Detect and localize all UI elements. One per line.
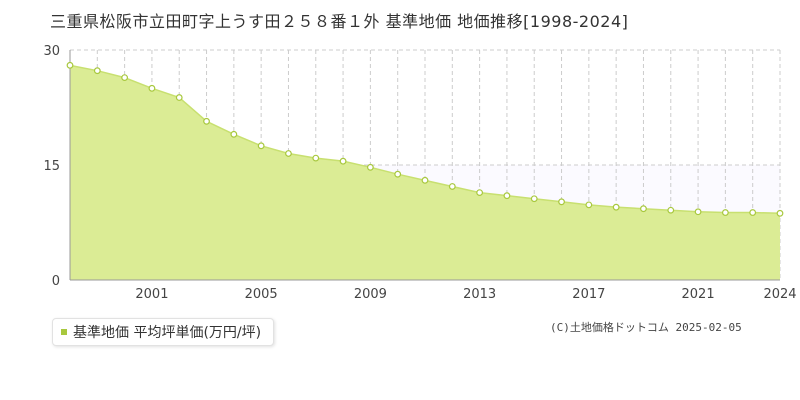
data-point <box>175 94 183 101</box>
land-price-chart: 0 15 30 2001 2005 2009 2013 2017 2021 2024 <box>43 44 796 300</box>
legend-swatch <box>61 329 67 335</box>
data-point <box>285 150 292 157</box>
x-tick-label: 2024 <box>763 287 796 300</box>
chart-title: 三重県松阪市立田町字上うす田２５８番１外 基準地価 地価推移[1998-2024… <box>50 12 629 31</box>
data-point <box>585 201 593 209</box>
data-point <box>476 189 484 197</box>
x-tick-label: 2013 <box>463 287 496 300</box>
series-area <box>70 65 780 280</box>
data-point <box>312 154 320 162</box>
data-point <box>640 205 647 213</box>
data-point <box>776 209 784 217</box>
data-points <box>66 61 784 217</box>
legend-label: 基準地価 平均坪単価(万円/坪) <box>73 325 262 341</box>
copyright-notice: (C)土地価格ドットコム 2025-02-05 <box>550 321 742 334</box>
tick-labels: 0 15 30 2001 2005 2009 2013 2017 2021 2024 <box>43 44 796 300</box>
data-point <box>366 163 374 171</box>
data-point <box>257 142 265 150</box>
data-point <box>339 157 347 165</box>
data-point <box>121 74 129 81</box>
data-point <box>749 209 757 216</box>
data-point <box>530 195 538 203</box>
x-tick-label: 2017 <box>572 287 605 300</box>
data-point <box>558 198 565 206</box>
x-tick-label: 2021 <box>682 287 715 300</box>
x-tick-label: 2009 <box>354 287 387 300</box>
data-point <box>667 206 675 214</box>
data-point <box>503 192 511 200</box>
data-point <box>612 203 620 211</box>
data-point <box>421 176 429 184</box>
legend: 基準地価 平均坪単価(万円/坪) <box>52 318 275 346</box>
data-point <box>448 183 456 190</box>
axes <box>69 50 780 281</box>
data-point <box>148 84 156 92</box>
data-point <box>203 117 210 125</box>
x-tick-label: 2005 <box>245 287 278 300</box>
data-point <box>394 170 402 178</box>
data-point <box>66 61 74 69</box>
y-tick-label: 30 <box>43 44 60 59</box>
x-tick-label: 2001 <box>135 287 168 300</box>
data-point <box>93 67 101 75</box>
data-point <box>230 130 238 138</box>
data-point <box>721 209 729 216</box>
data-point <box>694 208 702 216</box>
y-tick-label: 15 <box>43 159 60 174</box>
y-tick-label: 0 <box>52 274 60 289</box>
